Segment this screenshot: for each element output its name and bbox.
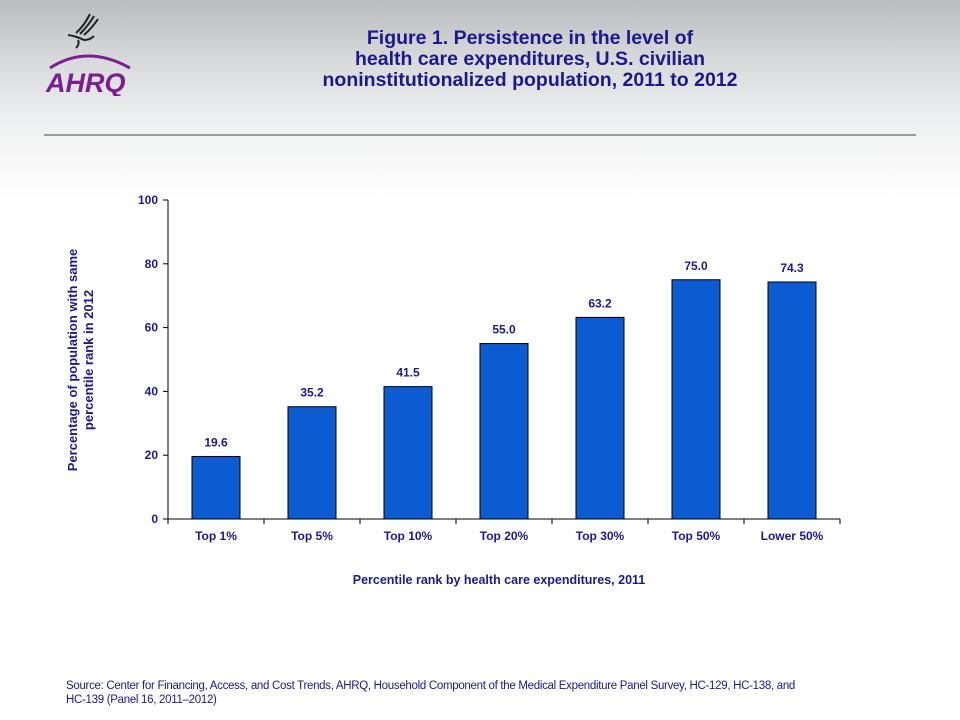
data-label: 75.0 — [684, 259, 708, 273]
data-label: 63.2 — [588, 296, 612, 310]
x-tick-label: Top 1% — [195, 529, 237, 543]
data-label: 74.3 — [780, 261, 804, 275]
bar — [575, 316, 625, 520]
y-tick-label: 20 — [145, 448, 159, 462]
bar — [383, 386, 433, 520]
logo-arc — [49, 54, 131, 70]
data-label: 19.6 — [204, 435, 228, 449]
data-label: 55.0 — [492, 323, 516, 337]
y-tick-label: 40 — [145, 384, 159, 398]
y-tick-label: 100 — [138, 193, 158, 207]
y-tick-label: 80 — [145, 257, 159, 271]
data-label: 35.2 — [300, 386, 324, 400]
page-title: Figure 1. Persistence in the level of he… — [250, 28, 810, 91]
source-note: Source: Center for Financing, Access, an… — [66, 679, 896, 707]
bar — [767, 281, 817, 520]
source-line: Source: Center for Financing, Access, an… — [66, 680, 796, 692]
y-tick-label: 60 — [145, 321, 159, 335]
x-axis-label: Percentile rank by health care expenditu… — [353, 573, 646, 587]
x-tick-label: Lower 50% — [761, 529, 824, 543]
y-axis-label-line: percentile rank in 2012 — [81, 290, 96, 430]
source-line: HC-139 (Panel 16, 2011–2012) — [66, 694, 217, 706]
title-line: health care expenditures, U.S. civilian — [354, 48, 706, 70]
x-tick-label: Top 5% — [291, 529, 333, 543]
bar — [287, 406, 337, 520]
logo-text: AHRQ — [45, 68, 126, 96]
bar — [191, 455, 241, 520]
y-axis-label-line: Percentage of population with same — [65, 249, 80, 471]
title-line: Figure 1. Persistence in the level of — [366, 27, 694, 49]
header-divider — [44, 134, 916, 136]
x-tick-label: Top 30% — [576, 529, 625, 543]
x-tick-label: Top 10% — [384, 529, 433, 543]
bar — [479, 343, 529, 520]
y-axis-label: Percentage of population with same perce… — [65, 249, 96, 471]
hhs-eagle-icon — [67, 13, 99, 49]
y-tick-label: 0 — [151, 512, 158, 526]
bar — [671, 279, 721, 520]
data-label: 41.5 — [396, 366, 420, 380]
ahrq-logo: AHRQ — [45, 13, 131, 96]
x-tick-label: Top 50% — [672, 529, 721, 543]
x-tick-label: Top 20% — [480, 529, 529, 543]
title-line: noninstitutionalized population, 2011 to… — [322, 69, 738, 91]
